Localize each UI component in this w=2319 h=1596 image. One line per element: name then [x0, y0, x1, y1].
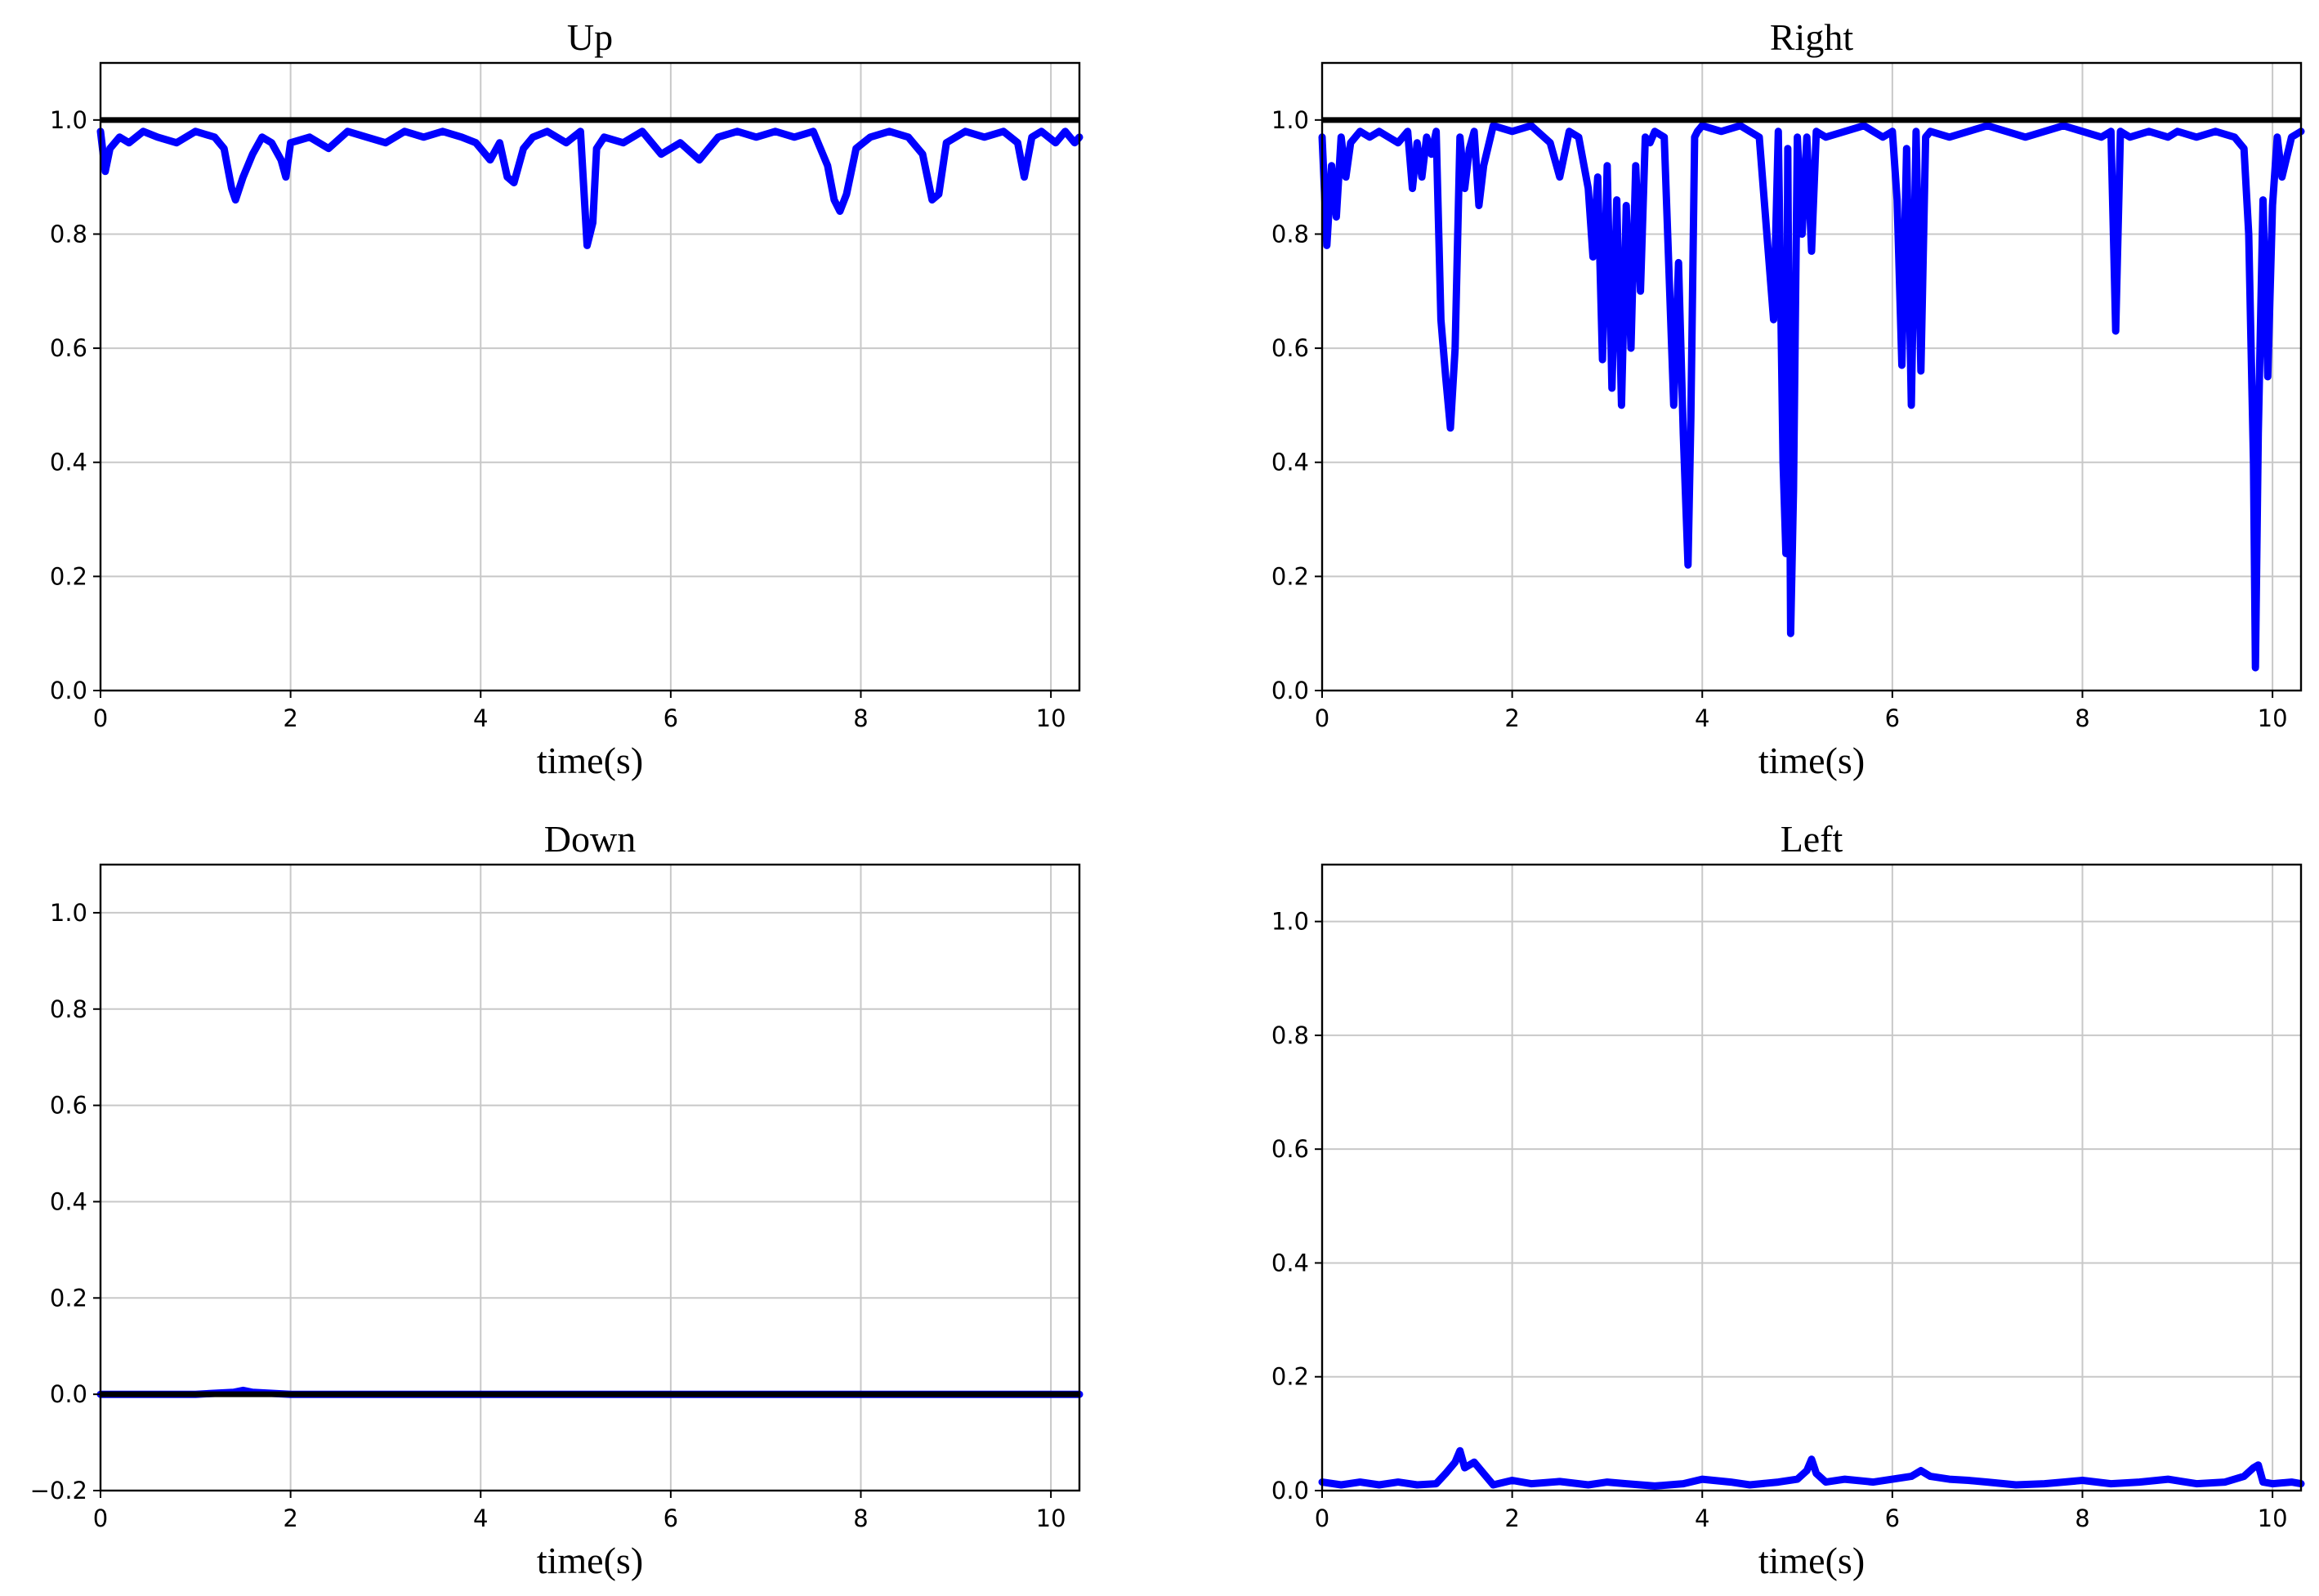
x-axis-label: time(s): [1758, 1540, 1865, 1581]
y-tick-label: 0.6: [1271, 1135, 1309, 1163]
x-tick-label: 8: [853, 1504, 868, 1532]
x-tick-label: 10: [1036, 1504, 1066, 1532]
y-tick-label: 0.0: [1271, 677, 1309, 704]
y-tick-label: 1.0: [1271, 908, 1309, 936]
y-tick-label: 0.4: [1271, 449, 1309, 476]
y-tick-label: 0.8: [50, 220, 87, 248]
y-tick-label: 1.0: [1271, 106, 1309, 134]
series-line: [96, 127, 1084, 249]
x-tick-label: 10: [2258, 1504, 2288, 1532]
subplot-down: 0 2 4 6 8 10 −0.2 0.0 0.2 0.4 0.6 0.8 1.0 Down time(s): [30, 818, 1084, 1581]
y-tick-label: 0.6: [50, 334, 87, 362]
x-axis-label: time(s): [537, 740, 643, 781]
x-tick-label: 8: [2075, 1504, 2089, 1532]
x-axis-label: time(s): [537, 1540, 643, 1581]
x-tick-label: 2: [1504, 704, 1519, 732]
y-tick-label: 0.4: [1271, 1249, 1309, 1276]
x-tick-label: 4: [1695, 704, 1709, 732]
x-tick-label: 10: [1036, 704, 1066, 732]
y-tick-label: 0.8: [1271, 220, 1309, 248]
subplot-left: 0 2 4 6 8 10 0.0 0.2 0.4 0.6 0.8 1.0 Left time(s): [1271, 818, 2305, 1581]
x-tick-label: 4: [473, 1504, 488, 1532]
y-tick-label: 0.6: [50, 1092, 87, 1120]
x-tick-label: 4: [1695, 1504, 1709, 1532]
y-tick-label: 0.4: [50, 449, 87, 476]
subplot-title: Down: [544, 818, 636, 860]
subplot-title: Up: [567, 16, 613, 58]
subplot-title: Left: [1781, 818, 1843, 860]
axes-frame: [99, 61, 1081, 692]
x-tick-label: 6: [664, 1504, 678, 1532]
y-tick-label: 0.2: [50, 1284, 87, 1312]
x-tick-label: 0: [1315, 1504, 1329, 1532]
y-tick-label: 0.0: [1271, 1477, 1309, 1504]
y-tick-label: 0.2: [1271, 1363, 1309, 1391]
x-tick-label: 4: [473, 704, 488, 732]
x-tick-label: 0: [93, 1504, 108, 1532]
subplot-up: 0 2 4 6 8 10 0.0 0.2 0.4 0.6 0.8 1.0 Up time(s): [50, 16, 1084, 781]
axes-frame: [1320, 61, 2303, 692]
x-tick-label: 6: [664, 704, 678, 732]
x-tick-label: 10: [2258, 704, 2288, 732]
x-tick-label: 0: [93, 704, 108, 732]
y-tick-label: 1.0: [50, 106, 87, 134]
y-tick-label: 0.2: [1271, 562, 1309, 590]
subplot-right: 0 2 4 6 8 10 0.0 0.2 0.4 0.6 0.8 1.0 Right time(s): [1271, 16, 2305, 781]
y-tick-label: 0.0: [50, 677, 87, 704]
subplot-title: Right: [1770, 16, 1853, 58]
x-tick-label: 2: [283, 704, 297, 732]
y-tick-label: 0.0: [50, 1380, 87, 1408]
axes-frame: [99, 863, 1081, 1492]
series-line: [1318, 1446, 2305, 1490]
y-tick-label: 0.8: [1271, 1022, 1309, 1049]
y-tick-label: 0.4: [50, 1187, 87, 1215]
series-line: [1318, 122, 2305, 672]
x-tick-label: 8: [853, 704, 868, 732]
y-tick-label: 0.8: [50, 995, 87, 1023]
x-tick-label: 0: [1315, 704, 1329, 732]
x-tick-label: 2: [1504, 1504, 1519, 1532]
x-tick-label: 8: [2075, 704, 2089, 732]
axes-frame: [1320, 863, 2303, 1492]
y-tick-label: 0.2: [50, 562, 87, 590]
y-tick-label: 0.6: [1271, 334, 1309, 362]
x-tick-label: 2: [283, 1504, 297, 1532]
y-tick-label: −0.2: [30, 1477, 87, 1504]
x-axis-label: time(s): [1758, 740, 1865, 781]
x-tick-label: 6: [1885, 704, 1900, 732]
x-tick-label: 6: [1885, 1504, 1900, 1532]
y-tick-label: 1.0: [50, 899, 87, 927]
